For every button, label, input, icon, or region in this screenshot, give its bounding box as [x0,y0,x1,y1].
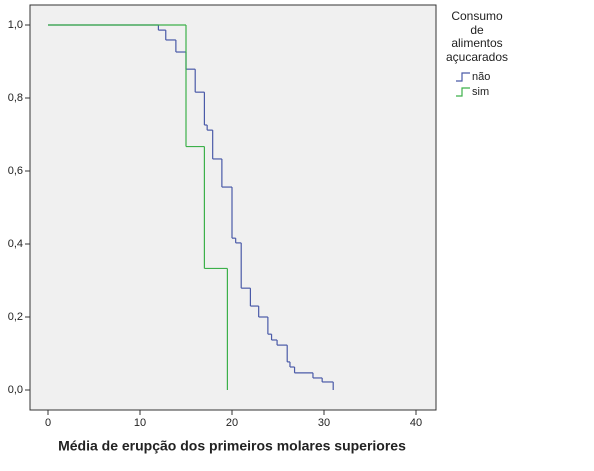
legend-label: sim [472,86,489,98]
legend-swatch [456,72,470,82]
x-tick-label: 20 [226,417,238,429]
y-tick-label: 0,4 [8,238,23,250]
x-tick-label: 10 [134,417,146,429]
x-tick-label: 40 [410,417,422,429]
y-tick-label: 0,2 [8,311,23,323]
y-tick-label: 0,8 [8,92,23,104]
y-tick-label: 0,6 [8,165,23,177]
legend-swatch [456,87,470,97]
x-tick-label: 30 [318,417,330,429]
y-tick-label: 1,0 [8,19,23,31]
plot-area [29,4,437,411]
legend-title: Consumo de alimentos açucarados [445,9,509,64]
x-tick-label: 0 [45,417,51,429]
legend-label: não [472,71,490,83]
x-axis-label: Média de erupção dos primeiros molares s… [58,438,406,454]
y-tick-label: 0,0 [8,384,23,396]
